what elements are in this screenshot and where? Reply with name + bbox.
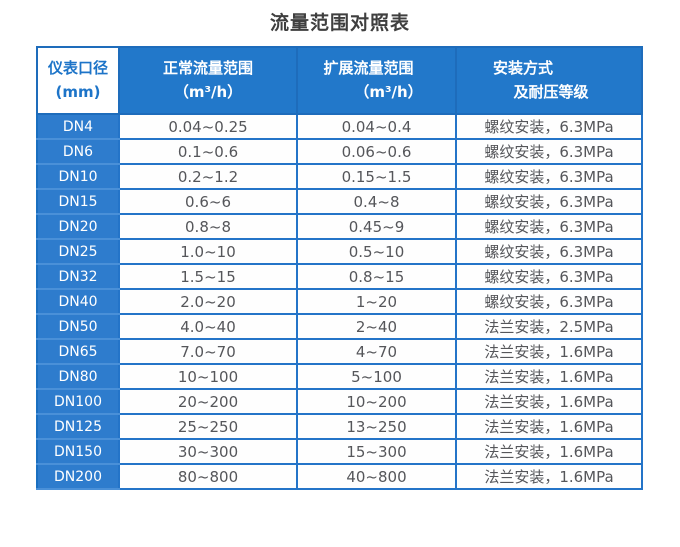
cell-extended-range: 1~20	[296, 288, 457, 315]
flow-range-table: 仪表口径 (mm) 正常流量范围 （m³/h） 扩展流量范围 （m³/h） 安装…	[36, 46, 643, 490]
cell-install-method: 法兰安装，1.6MPa	[455, 413, 643, 440]
cell-install-method: 螺纹安装，6.3MPa	[455, 263, 643, 290]
cell-diameter: DN10	[36, 163, 120, 190]
table-row: DN125 25~250 13~250 法兰安装，1.6MPa	[36, 413, 643, 440]
cell-diameter: DN25	[36, 238, 120, 265]
cell-diameter: DN32	[36, 263, 120, 290]
cell-normal-range: 2.0~20	[118, 288, 298, 315]
cell-extended-range: 10~200	[296, 388, 457, 415]
cell-diameter: DN80	[36, 363, 120, 390]
cell-extended-range: 40~800	[296, 463, 457, 490]
cell-install-method: 法兰安装，1.6MPa	[455, 338, 643, 365]
table-row: DN10 0.2~1.2 0.15~1.5 螺纹安装，6.3MPa	[36, 163, 643, 190]
cell-normal-range: 80~800	[118, 463, 298, 490]
cell-install-method: 法兰安装，1.6MPa	[455, 388, 643, 415]
table-header: 仪表口径 (mm) 正常流量范围 （m³/h） 扩展流量范围 （m³/h） 安装…	[36, 46, 643, 115]
table-row: DN6 0.1~0.6 0.06~0.6 螺纹安装，6.3MPa	[36, 138, 643, 165]
header-extended-range-line1: 扩展流量范围	[323, 59, 414, 78]
cell-extended-range: 0.04~0.4	[296, 113, 457, 140]
cell-normal-range: 0.1~0.6	[118, 138, 298, 165]
table-row: DN80 10~100 5~100 法兰安装，1.6MPa	[36, 363, 643, 390]
cell-install-method: 螺纹安装，6.3MPa	[455, 213, 643, 240]
cell-install-method: 法兰安装，1.6MPa	[455, 463, 643, 490]
table-body: DN4 0.04~0.25 0.04~0.4 螺纹安装，6.3MPa DN6 0…	[36, 113, 643, 490]
header-normal-range-line1: 正常流量范围	[162, 59, 253, 78]
cell-diameter: DN15	[36, 188, 120, 215]
header-install-line2: 及耐压等级	[513, 82, 589, 101]
cell-install-method: 法兰安装，1.6MPa	[455, 438, 643, 465]
cell-normal-range: 25~250	[118, 413, 298, 440]
cell-diameter: DN200	[36, 463, 120, 490]
cell-install-method: 法兰安装，1.6MPa	[455, 363, 643, 390]
cell-diameter: DN40	[36, 288, 120, 315]
cell-normal-range: 4.0~40	[118, 313, 298, 340]
table-row: DN150 30~300 15~300 法兰安装，1.6MPa	[36, 438, 643, 465]
cell-install-method: 螺纹安装，6.3MPa	[455, 188, 643, 215]
header-diameter-line1: 仪表口径	[47, 59, 108, 78]
cell-diameter: DN150	[36, 438, 120, 465]
cell-extended-range: 0.45~9	[296, 213, 457, 240]
cell-install-method: 法兰安装，2.5MPa	[455, 313, 643, 340]
page-title: 流量范围对照表	[269, 12, 410, 34]
table-row: DN25 1.0~10 0.5~10 螺纹安装，6.3MPa	[36, 238, 643, 265]
cell-normal-range: 1.5~15	[118, 263, 298, 290]
cell-extended-range: 13~250	[296, 413, 457, 440]
cell-install-method: 螺纹安装，6.3MPa	[455, 288, 643, 315]
cell-diameter: DN20	[36, 213, 120, 240]
cell-diameter: DN125	[36, 413, 120, 440]
cell-install-method: 螺纹安装，6.3MPa	[455, 113, 643, 140]
cell-normal-range: 0.04~0.25	[118, 113, 298, 140]
header-install-line1: 安装方式	[492, 59, 553, 78]
cell-diameter: DN65	[36, 338, 120, 365]
cell-normal-range: 1.0~10	[118, 238, 298, 265]
cell-extended-range: 0.15~1.5	[296, 163, 457, 190]
table-row: DN4 0.04~0.25 0.04~0.4 螺纹安装，6.3MPa	[36, 113, 643, 140]
table-row: DN65 7.0~70 4~70 法兰安装，1.6MPa	[36, 338, 643, 365]
header-install: 安装方式 及耐压等级	[455, 46, 643, 115]
cell-normal-range: 7.0~70	[118, 338, 298, 365]
table-row: DN50 4.0~40 2~40 法兰安装，2.5MPa	[36, 313, 643, 340]
cell-normal-range: 30~300	[118, 438, 298, 465]
cell-extended-range: 2~40	[296, 313, 457, 340]
table-row: DN15 0.6~6 0.4~8 螺纹安装，6.3MPa	[36, 188, 643, 215]
cell-install-method: 螺纹安装，6.3MPa	[455, 238, 643, 265]
cell-diameter: DN6	[36, 138, 120, 165]
cell-diameter: DN50	[36, 313, 120, 340]
cell-extended-range: 5~100	[296, 363, 457, 390]
cell-extended-range: 15~300	[296, 438, 457, 465]
cell-extended-range: 4~70	[296, 338, 457, 365]
cell-extended-range: 0.06~0.6	[296, 138, 457, 165]
header-diameter: 仪表口径 (mm)	[36, 46, 120, 115]
cell-extended-range: 0.5~10	[296, 238, 457, 265]
cell-install-method: 螺纹安装，6.3MPa	[455, 138, 643, 165]
table-row: DN100 20~200 10~200 法兰安装，1.6MPa	[36, 388, 643, 415]
cell-diameter: DN4	[36, 113, 120, 140]
header-diameter-line2: (mm)	[55, 82, 101, 101]
header-extended-range: 扩展流量范围 （m³/h）	[296, 46, 457, 115]
table-row: DN32 1.5~15 0.8~15 螺纹安装，6.3MPa	[36, 263, 643, 290]
header-row: 仪表口径 (mm) 正常流量范围 （m³/h） 扩展流量范围 （m³/h） 安装…	[36, 46, 643, 115]
cell-normal-range: 0.8~8	[118, 213, 298, 240]
cell-extended-range: 0.4~8	[296, 188, 457, 215]
header-extended-range-line2: （m³/h）	[354, 82, 423, 101]
cell-normal-range: 0.2~1.2	[118, 163, 298, 190]
table-row: DN20 0.8~8 0.45~9 螺纹安装，6.3MPa	[36, 213, 643, 240]
cell-extended-range: 0.8~15	[296, 263, 457, 290]
cell-normal-range: 20~200	[118, 388, 298, 415]
table-row: DN200 80~800 40~800 法兰安装，1.6MPa	[36, 463, 643, 490]
table-row: DN40 2.0~20 1~20 螺纹安装，6.3MPa	[36, 288, 643, 315]
cell-normal-range: 0.6~6	[118, 188, 298, 215]
cell-install-method: 螺纹安装，6.3MPa	[455, 163, 643, 190]
header-normal-range-line2: （m³/h）	[173, 82, 243, 101]
cell-normal-range: 10~100	[118, 363, 298, 390]
cell-diameter: DN100	[36, 388, 120, 415]
header-normal-range: 正常流量范围 （m³/h）	[118, 46, 298, 115]
